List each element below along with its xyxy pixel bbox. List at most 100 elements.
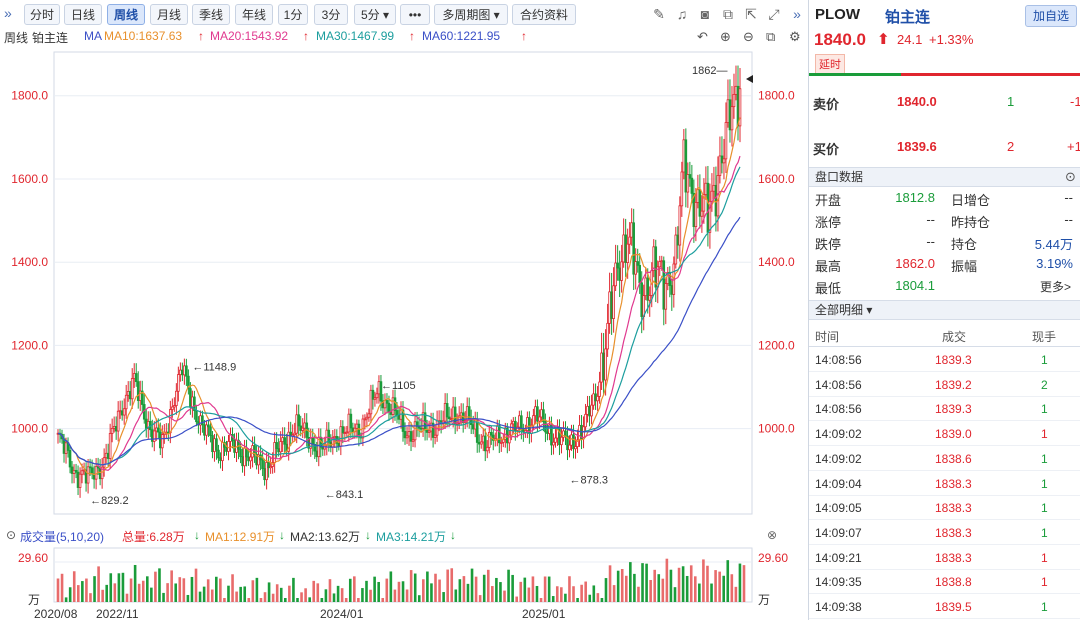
tick-volume: 1 [1041, 476, 1048, 491]
candle-body [263, 468, 266, 481]
volume-bar [186, 594, 190, 602]
candle-body [620, 261, 623, 281]
zoom-in-icon[interactable]: ⊕ [720, 29, 731, 44]
tab-1min[interactable]: 1分 [278, 4, 308, 25]
candle-body [568, 444, 571, 451]
volume-bar [673, 587, 677, 602]
price-annotation: ←1148.9 [192, 362, 236, 374]
stat-label: 持仓 [951, 237, 978, 252]
pencil-icon[interactable]: ✎ [653, 6, 665, 22]
tab-monthly[interactable]: 月线 [150, 4, 188, 25]
tick-time: 14:09:07 [815, 525, 862, 540]
last-price: 1840.0 [814, 30, 866, 49]
volume-bar [308, 597, 311, 602]
candle-body [341, 426, 345, 434]
tick-row: 14:08:56 1839.3 1 [809, 397, 1080, 422]
bell-icon[interactable]: ♫ [676, 6, 688, 22]
instrument-code: PLOW [815, 6, 860, 23]
xaxis-date-label: 2025/01 [522, 607, 566, 620]
multi-period-dropdown[interactable]: 多周期图 ▾ [434, 4, 508, 25]
candle-body [351, 427, 355, 433]
candle-body [485, 446, 489, 452]
candle-body [536, 406, 539, 422]
volume-bar [129, 578, 133, 602]
expand-arrow-icon[interactable]: ⊙ [6, 528, 17, 542]
undo-icon[interactable]: ↶ [697, 29, 708, 44]
tick-price: 1838.6 [935, 451, 972, 466]
tab-daily[interactable]: 日线 [64, 4, 102, 25]
candle-body [600, 352, 603, 383]
volume-bar [734, 586, 738, 602]
arrow-down-icon: ↓ [365, 528, 371, 542]
volume-bar [243, 586, 247, 602]
candle-body [451, 406, 455, 419]
candle-body [702, 194, 706, 212]
volume-bar [612, 585, 616, 602]
candle-body [550, 424, 553, 446]
add-watchlist-button[interactable]: 加自选 [1025, 5, 1077, 27]
tick-time: 14:09:02 [815, 427, 862, 442]
contract-info-button[interactable]: 合约资料 [512, 4, 576, 25]
tab-weekly[interactable]: 周线 [107, 4, 145, 25]
more-link[interactable]: 更多> [1039, 280, 1071, 294]
tab-3min[interactable]: 3分 [314, 4, 348, 25]
double-chevron-right-icon[interactable]: » [793, 6, 801, 22]
volume-bar [535, 585, 539, 602]
candle-body [303, 422, 307, 429]
volume-bar [150, 587, 153, 602]
tick-time: 14:09:04 [815, 476, 862, 491]
settings-icon[interactable]: ⚙ [789, 29, 801, 44]
volume-bar [495, 577, 498, 602]
tab-quarterly[interactable]: 季线 [192, 4, 230, 25]
volume-bar [422, 579, 425, 602]
candle-body [586, 405, 589, 415]
candle-body [391, 397, 395, 415]
candle-body [489, 431, 493, 436]
volume-bar [584, 581, 587, 602]
candle-body [608, 291, 611, 324]
candle-body [171, 406, 174, 410]
volume-bar [604, 578, 608, 602]
volume-bar [316, 583, 320, 602]
stat-value: -- [1064, 212, 1073, 227]
close-circle-icon[interactable]: ⊗ [767, 528, 778, 542]
candle-body [379, 381, 383, 402]
tick-volume: 1 [1041, 525, 1048, 540]
tab-intraday[interactable]: 分时 [24, 4, 60, 25]
volume-bar [507, 569, 510, 602]
more-periods-button[interactable]: ••• [400, 4, 430, 25]
volume-bar [576, 598, 579, 602]
volume-legend: ⊙ 成交量(5,10,20) 总量:6.28万 ↓ MA1:12.91万 ↓ M… [0, 528, 808, 544]
ticks-header[interactable]: 全部明细 ▾ [809, 300, 1080, 320]
candle-body [281, 437, 284, 442]
volume-bar [154, 571, 157, 602]
candle-body [425, 429, 429, 433]
zoom-out-icon[interactable]: ⊖ [743, 29, 754, 44]
tab-5min-dropdown[interactable]: 5分 ▾ [354, 4, 396, 25]
popout-icon[interactable]: ⇱ [745, 6, 757, 22]
settings-icon[interactable]: ⊙ [1065, 169, 1076, 184]
candle-body [185, 365, 188, 377]
candle-body [640, 282, 644, 317]
panel-data-header[interactable]: 盘口数据 ⊙ [809, 167, 1080, 187]
candle-body [283, 437, 286, 445]
camera-icon[interactable]: ◙ [700, 6, 710, 22]
tab-yearly[interactable]: 年线 [235, 4, 273, 25]
fullscreen-icon[interactable]: ⤢ [768, 6, 780, 22]
arrow-up-icon: ↑ [521, 29, 527, 43]
copy-icon[interactable]: ⧉ [766, 29, 776, 44]
volume-bar [653, 569, 656, 602]
candle-body [247, 456, 250, 462]
candle-body [213, 438, 216, 453]
tick-row: 14:09:02 1839.0 1 [809, 422, 1080, 447]
candlestick-chart[interactable]: 1800.0 1800.0 1600.0 1600.0 1400.0 1400.0 1200… [0, 46, 808, 526]
quote-panel: PLOW 铂主连 加自选 1840.0 ⬆ 24.1 +1.33% 延时 卖价 … [808, 0, 1080, 620]
volume-bar [426, 571, 429, 602]
multi-window-icon[interactable]: ⧉ [723, 6, 733, 22]
volume-bar [413, 573, 417, 602]
volume-bar [178, 577, 182, 602]
candle-body [72, 469, 76, 474]
double-chevron-right-icon[interactable]: » [4, 5, 12, 21]
volume-bar [588, 594, 592, 602]
